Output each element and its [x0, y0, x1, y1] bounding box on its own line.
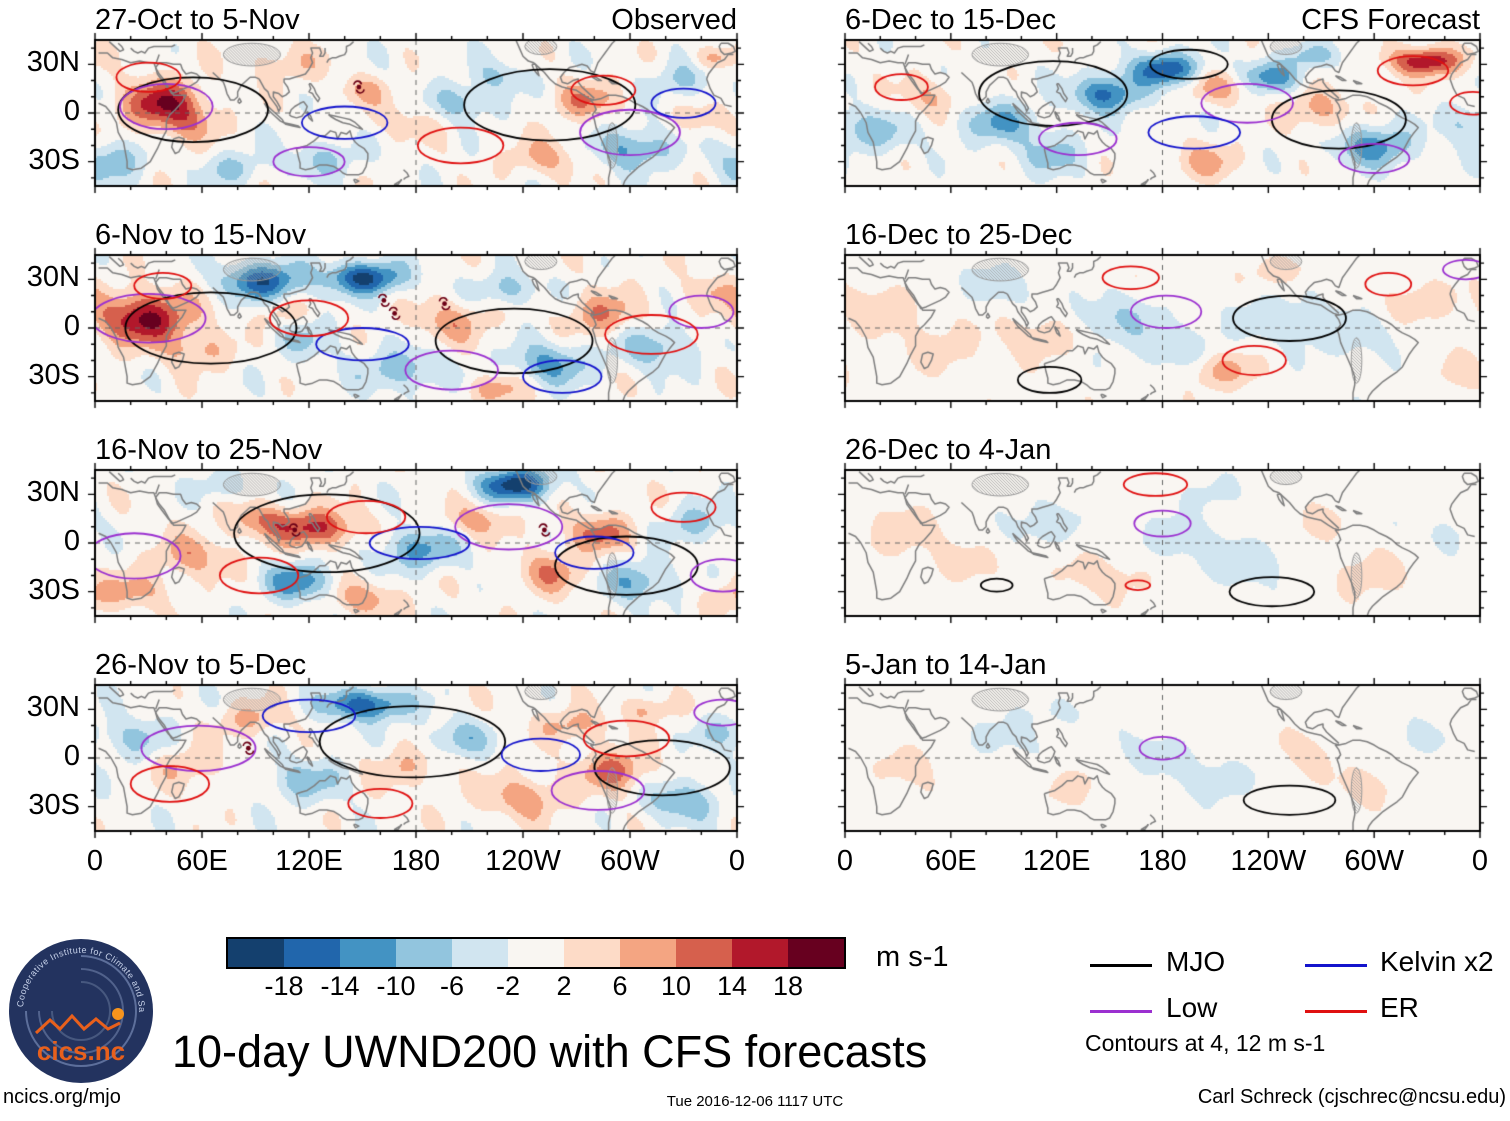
colorbar-segment: [228, 939, 284, 967]
x-tick-label: 60W: [600, 845, 660, 877]
y-tick-label: 30N: [26, 691, 80, 724]
colorbar-tick-value: 10: [660, 971, 692, 1001]
map-canvas-fcst-1: [836, 31, 1489, 195]
footer-timestamp: Tue 2016-12-06 1117 UTC: [666, 1093, 844, 1110]
colorbar-tick-value: 2: [556, 971, 572, 1001]
panel-title: 6-Nov to 15-Nov: [95, 219, 307, 251]
colorbar-tick-value: 18: [772, 971, 804, 1001]
colorbar-segment: [676, 939, 732, 967]
y-tick-label: 0: [63, 740, 80, 772]
colorbar-tick-value: 6: [612, 971, 628, 1001]
colorbar-segment: [620, 939, 676, 967]
cics-logo: cics.nc Cooperative Institute for Climat…: [3, 928, 156, 1091]
x-tick-label: 120W: [485, 845, 561, 877]
legend-label-kelvin: Kelvin x2: [1380, 946, 1494, 977]
legend-line-mjo: [1090, 964, 1152, 967]
map-canvas-fcst-2: [836, 246, 1489, 410]
x-tick-label: 0: [86, 845, 104, 877]
panel-title: 16-Dec to 25-Dec: [845, 219, 1073, 251]
colorbar-segment: [396, 939, 452, 967]
y-tick-label: 0: [63, 310, 80, 342]
colorbar-tick-value: -18: [264, 971, 304, 1001]
colorbar-segment: [508, 939, 564, 967]
y-tick-label: 0: [63, 525, 80, 557]
y-tick-label: 30S: [28, 143, 80, 176]
x-tick-label: 0: [728, 845, 746, 877]
cics-logo-graphic: cics.nc Cooperative Institute for Climat…: [3, 928, 153, 1083]
x-tick-label: 180: [391, 845, 441, 877]
legend-label-mjo: MJO: [1166, 946, 1226, 977]
y-tick-label: 30N: [26, 476, 80, 509]
panel-title: 26-Nov to 5-Dec: [95, 649, 307, 681]
panel-title: 5-Jan to 14-Jan: [845, 649, 1047, 681]
figure-title: 10-day UWND200 with CFS forecasts: [172, 1026, 928, 1077]
x-tick-label: 60E: [925, 845, 977, 877]
x-tick-label: 120E: [1022, 845, 1091, 877]
logo-spiral-arc: [38, 968, 124, 1054]
x-tick-label: 120W: [1230, 845, 1307, 877]
footer-url: ncics.org/mjo: [3, 1086, 121, 1108]
colorbar-segment: [284, 939, 340, 967]
colorbar-unit-label: m s-1: [876, 941, 949, 973]
panel-title: 27-Oct to 5-Nov: [95, 4, 300, 36]
colorbar: [226, 937, 846, 969]
colorbar-tick-value: 14: [716, 971, 748, 1001]
logo-mountains-icon: [34, 1013, 121, 1035]
logo-sun-icon: [112, 1008, 124, 1020]
x-tick-label: 120E: [275, 845, 343, 877]
map-canvas-fcst-3: [836, 461, 1489, 625]
colorbar-tick-value: -2: [495, 971, 521, 1001]
logo-disc: [9, 939, 153, 1083]
x-tick-label: 0: [1471, 845, 1489, 877]
legend-line-low: [1090, 1010, 1152, 1013]
map-canvas-obs-1: [86, 31, 746, 195]
panel-title: 16-Nov to 25-Nov: [95, 434, 323, 466]
logo-spiral-arc: [25, 955, 137, 1067]
colorbar-segment: [732, 939, 788, 967]
x-tick-label: 60W: [1344, 845, 1404, 877]
y-tick-label: 30N: [26, 261, 80, 294]
y-tick-label: 30S: [28, 788, 80, 821]
colorbar-tick-value: -10: [376, 971, 416, 1001]
x-tick-label: 0: [836, 845, 854, 877]
colorbar-tick-value: -6: [439, 971, 465, 1001]
y-tick-label: 0: [63, 95, 80, 127]
x-tick-label: 180: [1138, 845, 1187, 877]
map-canvas-fcst-4: [836, 676, 1489, 840]
panel-title: 26-Dec to 4-Jan: [845, 434, 1052, 466]
colorbar-segment: [340, 939, 396, 967]
legend-label-low: Low: [1166, 992, 1218, 1023]
panel-title: 6-Dec to 15-Dec: [845, 4, 1057, 36]
footer-author: Carl Schreck (cjschrec@ncsu.edu): [1197, 1086, 1506, 1108]
colorbar-tick-value: -14: [320, 971, 360, 1001]
logo-name: cics.nc: [37, 1036, 125, 1066]
y-tick-label: 30S: [28, 573, 80, 606]
map-canvas-obs-2: [86, 246, 746, 410]
colorbar-segment: [452, 939, 508, 967]
panel-corner-label: CFS Forecast: [1301, 4, 1480, 36]
legend-label-er: ER: [1380, 992, 1419, 1023]
map-canvas-obs-3: [86, 461, 746, 625]
y-tick-label: 30N: [26, 46, 80, 79]
legend-line-kelvin: [1305, 964, 1367, 967]
map-canvas-obs-4: [86, 676, 746, 840]
panel-corner-label: Observed: [611, 4, 737, 36]
legend-contour-note: Contours at 4, 12 m s-1: [1085, 1030, 1326, 1056]
x-tick-label: 60E: [176, 845, 228, 877]
legend-line-er: [1305, 1010, 1367, 1013]
colorbar-segment: [788, 939, 844, 967]
colorbar-segment: [564, 939, 620, 967]
y-tick-label: 30S: [28, 358, 80, 391]
